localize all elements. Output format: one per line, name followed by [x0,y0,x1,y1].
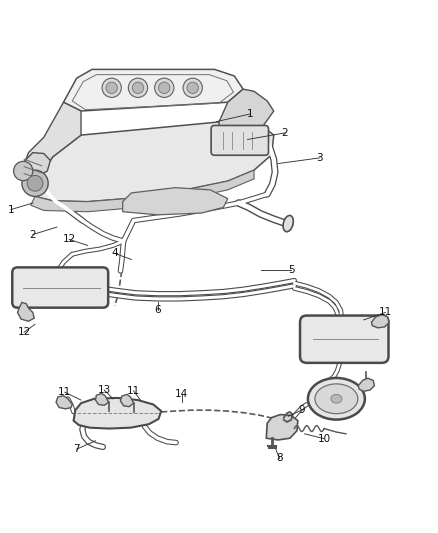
Circle shape [187,82,198,93]
Text: 6: 6 [154,305,161,316]
Text: 3: 3 [316,153,323,163]
Text: 13: 13 [98,385,111,395]
Circle shape [27,175,43,191]
Circle shape [106,82,117,93]
Text: 12: 12 [63,235,76,244]
Text: 12: 12 [18,327,31,337]
Ellipse shape [331,394,342,403]
Text: 4: 4 [111,248,118,259]
Polygon shape [371,314,389,328]
Polygon shape [120,394,134,407]
Polygon shape [22,102,81,185]
Text: 11: 11 [127,386,140,396]
Circle shape [183,78,202,98]
Polygon shape [35,122,274,201]
Text: 14: 14 [175,389,188,399]
Text: 11: 11 [58,387,71,397]
Circle shape [22,170,48,197]
Text: 8: 8 [276,454,283,463]
Circle shape [155,78,174,98]
Circle shape [102,78,121,98]
Text: 1: 1 [246,109,253,119]
Polygon shape [64,69,243,111]
Text: 2: 2 [281,128,288,138]
Text: 11: 11 [379,308,392,318]
Ellipse shape [315,384,358,414]
Text: 7: 7 [73,444,80,454]
Polygon shape [266,415,298,440]
Circle shape [132,82,144,93]
Polygon shape [56,395,72,409]
Circle shape [159,82,170,93]
Text: 2: 2 [29,230,36,239]
Polygon shape [358,378,374,391]
FancyBboxPatch shape [12,268,108,308]
Ellipse shape [308,378,365,419]
FancyBboxPatch shape [300,316,389,363]
Polygon shape [21,152,50,177]
Circle shape [14,161,33,181]
Polygon shape [219,89,274,135]
Text: 9: 9 [298,405,305,415]
Circle shape [128,78,148,98]
Polygon shape [31,170,254,212]
Text: 5: 5 [288,264,295,274]
Polygon shape [74,398,161,429]
Polygon shape [95,393,109,405]
FancyBboxPatch shape [211,125,268,155]
Text: 10: 10 [318,434,331,443]
Polygon shape [18,302,34,321]
Text: 1: 1 [7,205,14,215]
Ellipse shape [283,215,293,232]
Polygon shape [123,188,228,215]
